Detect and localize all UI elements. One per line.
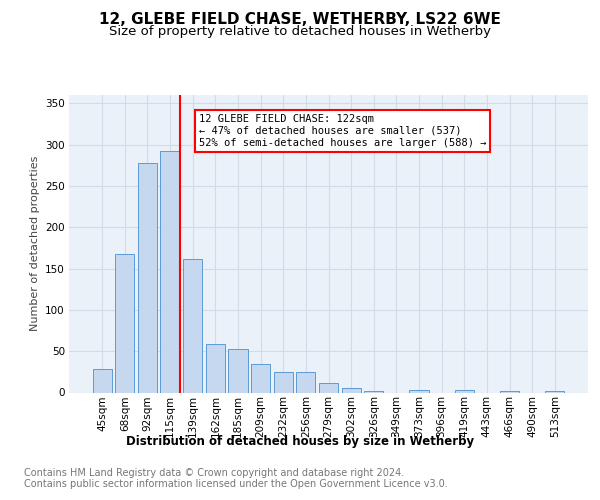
Bar xyxy=(183,258,202,392)
Bar xyxy=(92,368,112,392)
Bar xyxy=(319,384,338,392)
Text: Distribution of detached houses by size in Wetherby: Distribution of detached houses by size … xyxy=(126,435,474,448)
Text: Size of property relative to detached houses in Wetherby: Size of property relative to detached ho… xyxy=(109,24,491,38)
Text: 12 GLEBE FIELD CHASE: 122sqm
← 47% of detached houses are smaller (537)
52% of s: 12 GLEBE FIELD CHASE: 122sqm ← 47% of de… xyxy=(199,114,486,148)
Y-axis label: Number of detached properties: Number of detached properties xyxy=(29,156,40,332)
Bar xyxy=(115,254,134,392)
Bar xyxy=(455,390,474,392)
Bar xyxy=(341,388,361,392)
Bar xyxy=(296,372,316,392)
Bar xyxy=(229,348,248,393)
Bar xyxy=(274,372,293,392)
Bar xyxy=(138,163,157,392)
Text: 12, GLEBE FIELD CHASE, WETHERBY, LS22 6WE: 12, GLEBE FIELD CHASE, WETHERBY, LS22 6W… xyxy=(99,12,501,28)
Bar xyxy=(251,364,270,392)
Text: Contains HM Land Registry data © Crown copyright and database right 2024.
Contai: Contains HM Land Registry data © Crown c… xyxy=(24,468,448,489)
Bar xyxy=(545,391,565,392)
Bar xyxy=(409,390,428,392)
Bar xyxy=(160,151,180,392)
Bar xyxy=(206,344,225,392)
Bar xyxy=(364,391,383,392)
Bar xyxy=(500,391,519,392)
